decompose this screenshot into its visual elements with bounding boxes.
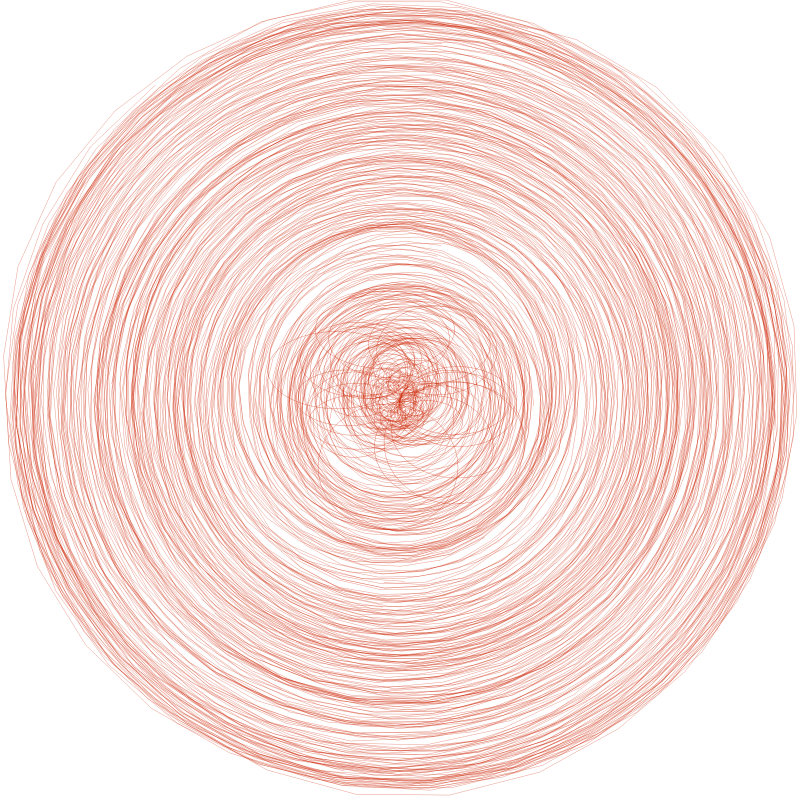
scribble-stroke (62, 64, 732, 725)
scribble-core-loop (389, 367, 426, 397)
scribble-stroke (279, 307, 501, 529)
scribble-stroke (72, 79, 719, 713)
scribble-core-loop (329, 323, 422, 395)
scribble-stroke (3, 1, 789, 782)
scribble-core-loop (299, 321, 416, 397)
scribble-stroke (11, 6, 795, 790)
scribble-stroke (125, 112, 678, 672)
scribble-core-loop (392, 375, 427, 394)
scribble-stroke (159, 159, 652, 643)
scribble-stroke (90, 93, 709, 713)
scribble-stroke (99, 111, 692, 698)
scribble-stroke (9, 3, 792, 791)
scribble-core-loop (368, 305, 491, 384)
scribble-stroke (48, 41, 741, 752)
scribble-stroke (272, 272, 526, 510)
scribble-stroke (248, 221, 561, 552)
scribble-stroke (97, 94, 697, 705)
scribble-stroke (23, 19, 775, 776)
scribble-stroke (177, 191, 615, 620)
scribble-stroke (258, 248, 530, 523)
scribble-stroke (358, 334, 469, 446)
scribble-core-loop (328, 299, 450, 378)
scribble-stroke (22, 11, 784, 785)
scribble-core-loop (330, 340, 412, 399)
scribble-stroke (132, 138, 669, 671)
scribble-core-loop (399, 381, 452, 422)
scribble-core-loop (315, 290, 455, 370)
scribble-stroke (93, 85, 714, 705)
scribble-stroke (255, 262, 551, 561)
scribble-stroke (5, 10, 787, 787)
scribble-stroke (16, 22, 775, 784)
scribble-stroke (129, 131, 668, 656)
scribble-stroke (214, 215, 567, 563)
scribble-stroke (325, 318, 487, 485)
scribble-stroke (108, 114, 688, 681)
scribble-stroke (313, 318, 458, 454)
scribble-core-loop (388, 360, 448, 391)
scribble-stroke (148, 154, 648, 648)
scribble-stroke (276, 264, 533, 522)
scribble-stroke (13, 10, 798, 785)
scribble-stroke (269, 282, 515, 527)
scribble-stroke (143, 137, 682, 660)
scribble-core-loop (317, 403, 459, 531)
scribble-stroke (12, 0, 794, 796)
scribble-core-loop (399, 371, 510, 435)
scribble-stroke (257, 248, 552, 550)
scribble-core-loop (267, 331, 407, 409)
scribble-stroke (49, 59, 746, 734)
scribble-stroke (111, 111, 679, 672)
scribble-stroke (200, 208, 609, 608)
scribble-stroke (69, 76, 731, 727)
scribble-strokes (3, 0, 798, 796)
scribble-stroke (253, 240, 544, 547)
scribble-stroke (314, 301, 503, 489)
scribble-stroke (132, 123, 671, 667)
scribble-stroke (343, 350, 428, 449)
scribble-stroke (233, 220, 574, 563)
scribble-stroke (176, 172, 624, 626)
scribble-stroke (296, 286, 534, 534)
scribble-stroke (286, 303, 505, 509)
scribble-stroke (140, 134, 674, 665)
scribble-stroke (181, 192, 597, 614)
scribble-stroke (199, 208, 578, 579)
scribble-stroke (47, 54, 745, 750)
scribble-stroke (5, 7, 790, 788)
scribble-stroke (167, 175, 619, 614)
